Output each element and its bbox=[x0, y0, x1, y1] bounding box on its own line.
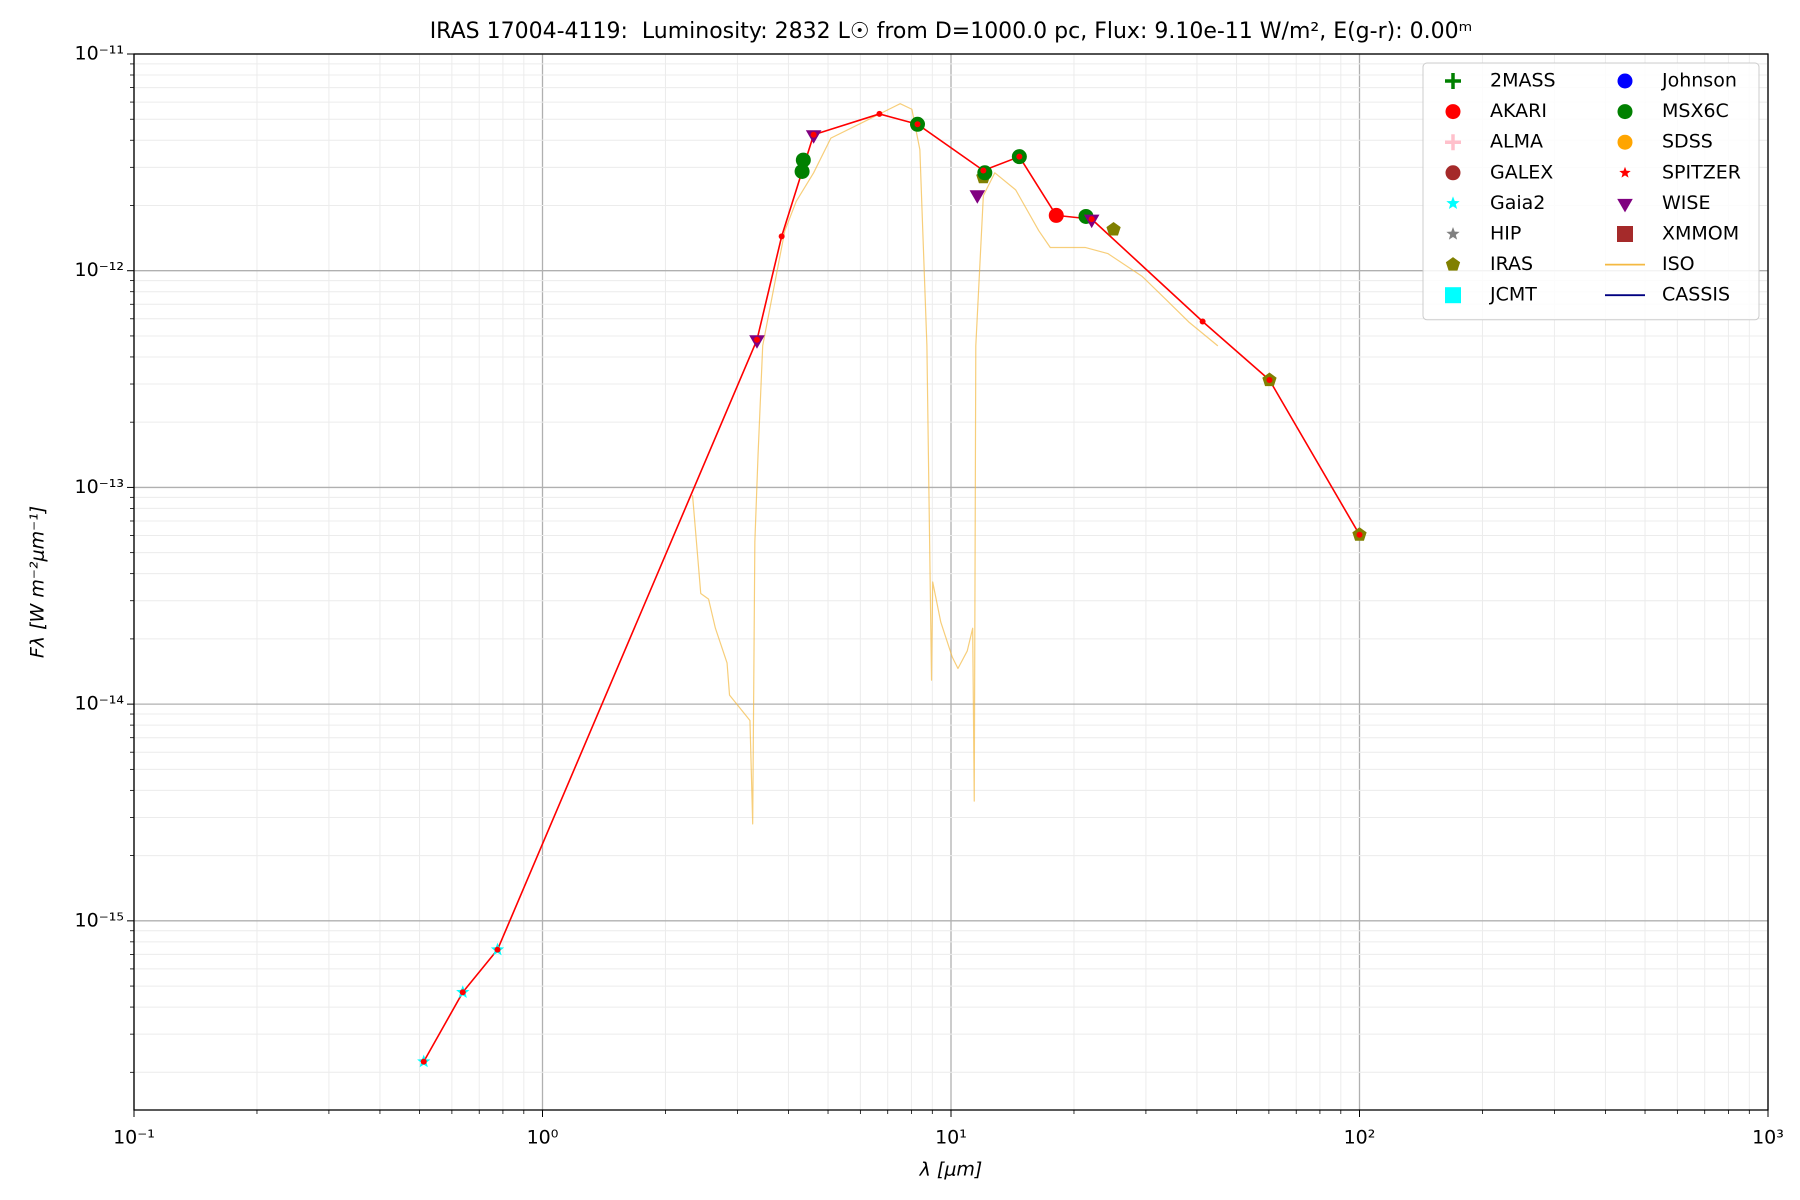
x-axis-label: λ [μm] bbox=[919, 1159, 983, 1181]
data-point bbox=[794, 163, 810, 179]
y-tick-label: 10⁻¹⁵ bbox=[75, 909, 124, 931]
legend-label: XMMOM bbox=[1662, 223, 1739, 245]
legend-swatch bbox=[1445, 287, 1461, 304]
legend-swatch bbox=[1617, 104, 1633, 120]
legend: 2MASS AKARI ALMA GALEX Gaia2 HIP IRAS JCMT Johns… bbox=[1422, 62, 1760, 321]
legend-label: SDSS bbox=[1662, 131, 1713, 153]
x-tick-label: 10² bbox=[1344, 1127, 1376, 1149]
legend-label: Johnson bbox=[1661, 70, 1737, 92]
y-tick-label: 10⁻¹¹ bbox=[75, 43, 124, 65]
data-point bbox=[969, 190, 986, 204]
y-tick-label: 10⁻¹⁴ bbox=[75, 693, 125, 715]
data-point bbox=[1106, 221, 1121, 236]
data-point bbox=[494, 946, 501, 953]
legend-swatch bbox=[1445, 73, 1461, 89]
legend-label: MSX6C bbox=[1662, 100, 1729, 122]
data-point bbox=[810, 131, 817, 138]
legend-swatch bbox=[1617, 134, 1633, 150]
legend-box bbox=[1422, 62, 1760, 321]
plot-frame bbox=[133, 53, 1769, 1111]
data-point bbox=[876, 110, 883, 117]
legend-label: 2MASS bbox=[1490, 70, 1556, 92]
legend-swatch bbox=[1445, 104, 1461, 120]
legend-swatch bbox=[1445, 257, 1461, 271]
legend-label: CASSIS bbox=[1662, 284, 1730, 306]
data-point bbox=[1266, 377, 1273, 384]
x-tick-label: 10¹ bbox=[935, 1127, 967, 1149]
data-point bbox=[753, 336, 760, 343]
legend-label: WISE bbox=[1662, 192, 1710, 214]
legend-label: SPITZER bbox=[1662, 161, 1741, 183]
legend-label: ISO bbox=[1662, 253, 1695, 275]
data-point bbox=[795, 152, 811, 168]
data-point bbox=[1088, 216, 1095, 223]
data-point bbox=[1016, 153, 1023, 160]
legend-label: HIP bbox=[1490, 223, 1521, 245]
legend-label: ALMA bbox=[1490, 131, 1543, 153]
chart-title: IRAS 17004-4119: Luminosity: 2832 L☉ fro… bbox=[430, 19, 1473, 44]
data-point bbox=[980, 167, 987, 174]
legend-label: GALEX bbox=[1490, 161, 1553, 183]
legend-swatch bbox=[1617, 73, 1633, 89]
legend-label: Gaia2 bbox=[1490, 192, 1545, 214]
legend-label: JCMT bbox=[1489, 284, 1537, 306]
data-point bbox=[1356, 531, 1363, 538]
legend-swatch bbox=[1446, 196, 1460, 210]
legend-swatch bbox=[1446, 227, 1460, 240]
y-axis-label: Fλ [W m⁻²μm⁻¹] bbox=[27, 506, 49, 658]
y-tick-label: 10⁻¹³ bbox=[75, 476, 124, 498]
legend-swatch bbox=[1617, 226, 1633, 242]
data-point bbox=[1199, 318, 1206, 325]
legend-swatch bbox=[1617, 198, 1633, 213]
spectrum-line bbox=[691, 103, 1219, 825]
data-point bbox=[459, 989, 466, 996]
legend-label: IRAS bbox=[1490, 253, 1533, 275]
plot-area bbox=[417, 103, 1367, 1068]
legend-label: AKARI bbox=[1490, 100, 1547, 122]
x-tick-label: 10⁰ bbox=[527, 1127, 559, 1149]
x-tick-label: 10⁻¹ bbox=[113, 1127, 155, 1149]
legend-swatch bbox=[1445, 165, 1461, 181]
data-point bbox=[914, 121, 921, 128]
legend-swatch bbox=[1619, 166, 1631, 178]
data-point bbox=[778, 233, 785, 240]
data-point bbox=[420, 1058, 427, 1065]
data-point bbox=[1053, 212, 1060, 219]
x-tick-label: 10³ bbox=[1752, 1127, 1784, 1149]
legend-swatch bbox=[1445, 134, 1461, 151]
y-tick-label: 10⁻¹² bbox=[75, 259, 124, 281]
